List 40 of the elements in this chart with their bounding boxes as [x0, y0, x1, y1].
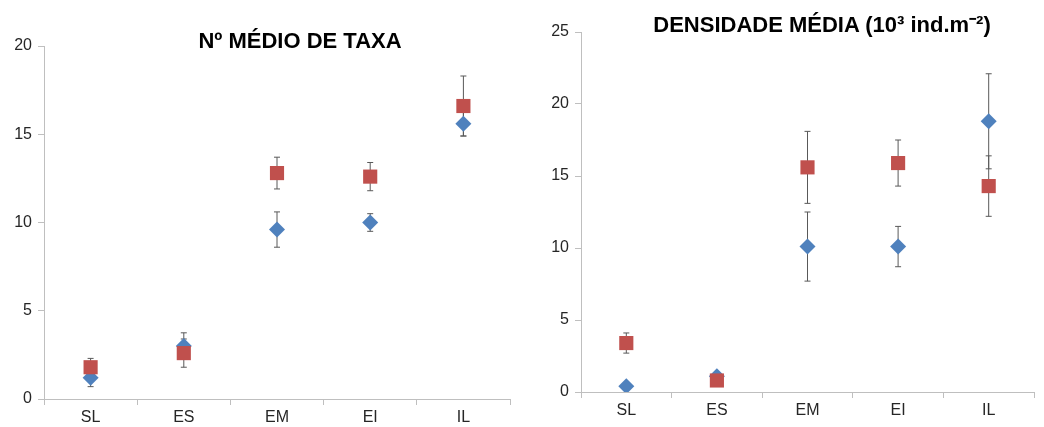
x-tick-label: EI: [362, 408, 378, 426]
y-tick-label: 15: [551, 166, 570, 184]
point: [618, 378, 635, 392]
y-tick-label: 15: [14, 124, 33, 142]
point: [799, 238, 816, 255]
y-tick-label: 10: [14, 212, 33, 230]
point: [980, 113, 997, 130]
point: [619, 335, 634, 351]
y-tick-label: 25: [551, 22, 570, 40]
y-tick-label: 0: [23, 389, 33, 407]
x-tick-label: EI: [890, 401, 906, 419]
x-tick-label: EM: [265, 408, 289, 426]
y-tick-label: 0: [560, 382, 570, 400]
point: [83, 360, 98, 375]
point: [456, 98, 471, 114]
point: [891, 155, 906, 171]
point: [890, 238, 907, 255]
point: [363, 169, 378, 184]
point: [362, 214, 379, 231]
x-tick-label: SL: [80, 408, 101, 426]
point: [709, 373, 724, 388]
y-tick-label: 5: [560, 310, 570, 328]
y-tick-label: 5: [23, 301, 33, 319]
x-tick-label: EM: [795, 401, 820, 419]
x-tick-label: IL: [456, 408, 471, 426]
chart-title: Nº MÉDIO DE TAXA: [198, 28, 402, 53]
x-tick-label: IL: [982, 401, 996, 419]
x-tick-label: ES: [173, 408, 195, 426]
point: [176, 346, 191, 361]
x-tick-label: SL: [616, 401, 637, 419]
point: [269, 221, 285, 238]
point: [981, 179, 996, 194]
y-tick-label: 10: [551, 238, 570, 256]
x-tick-label: ES: [706, 401, 728, 419]
y-tick-label: 20: [551, 94, 570, 112]
point: [800, 160, 815, 175]
y-tick-label: 20: [14, 36, 33, 54]
point: [269, 166, 285, 181]
point: [455, 115, 472, 132]
chart-title: DENSIDADE MÉDIA (10³ ind.m⁻²): [653, 12, 991, 37]
